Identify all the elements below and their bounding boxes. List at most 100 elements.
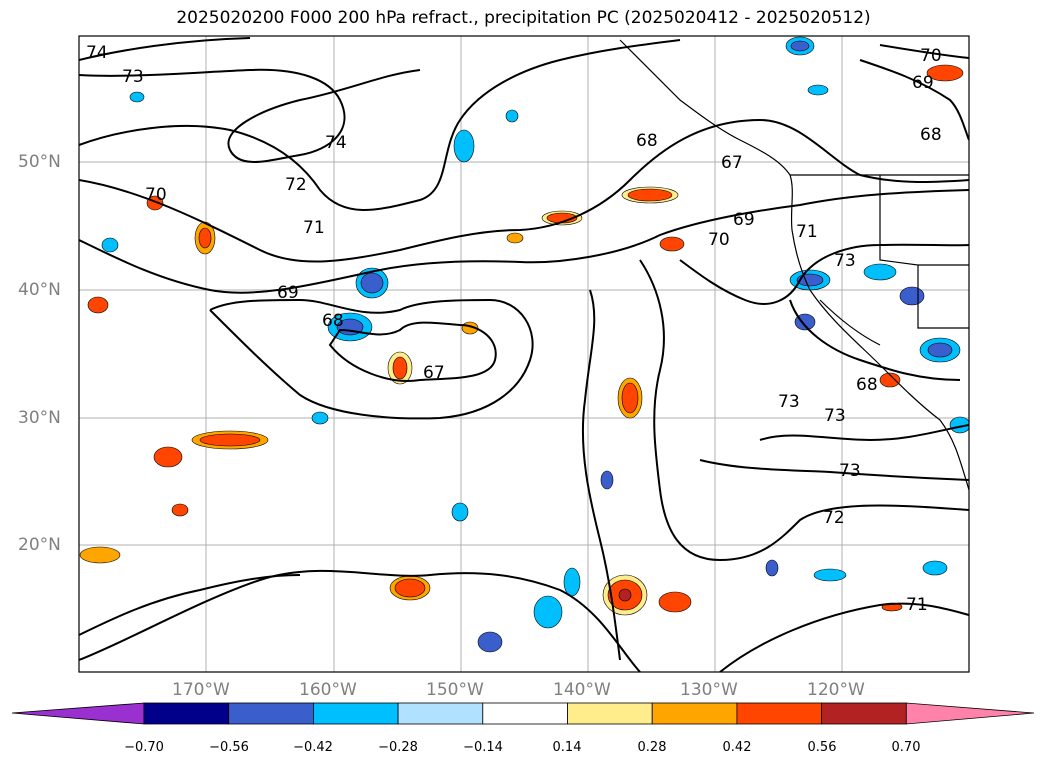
positive-anomaly	[199, 433, 261, 447]
positive-anomaly	[659, 236, 685, 252]
positive-anomaly	[627, 188, 673, 202]
colorbar-extend-high	[905, 702, 1035, 725]
contour-label: 74	[86, 43, 108, 63]
lat-tick-label: 50°N	[18, 152, 61, 172]
positive-anomaly	[171, 503, 189, 517]
negative-anomaly	[101, 237, 119, 253]
plot-area	[79, 36, 969, 672]
contour-label-group: 74 73 74 72 71 70 69 68 67 68 67 69 70 7…	[86, 43, 942, 615]
contour-label: 68	[636, 131, 658, 151]
contour-label: 70	[920, 46, 942, 66]
positive-anomaly	[621, 382, 639, 414]
contour-label: 70	[708, 230, 730, 250]
positive-anomaly	[392, 356, 408, 380]
negative-anomaly	[563, 567, 581, 597]
positive-anomaly	[87, 296, 109, 314]
contour-label: 73	[834, 251, 856, 271]
colorbar-tick-label: −0.42	[293, 740, 333, 755]
colorbar-tick-label: 0.70	[891, 740, 921, 755]
negative-anomaly	[899, 286, 925, 306]
negative-anomaly	[451, 502, 469, 522]
colorbar-tick-label: 0.28	[637, 740, 667, 755]
negative-anomaly	[949, 416, 969, 434]
contour-label: 67	[721, 153, 743, 173]
lon-tick-label: 160°W	[299, 680, 357, 700]
contour-label: 73	[778, 392, 800, 412]
contour-label: 68	[920, 125, 942, 145]
gridlines	[79, 36, 969, 672]
contour-label: 71	[796, 222, 818, 242]
colorbar-bin	[228, 702, 314, 725]
contour-label: 68	[322, 311, 344, 331]
colorbar-bin	[312, 702, 399, 725]
colorbar-bin	[143, 702, 230, 725]
colorbar-extend-low	[11, 702, 145, 725]
contour-label: 72	[285, 175, 307, 195]
lon-tick-label: 170°W	[172, 680, 230, 700]
colorbar-tick-label: −0.70	[124, 740, 164, 755]
coastline	[619, 39, 969, 491]
map-title: 2025020200 F000 200 hPa refract., precip…	[176, 8, 871, 28]
negative-anomaly	[813, 568, 847, 582]
positive-anomaly	[926, 64, 964, 82]
contour-label: 72	[823, 508, 845, 528]
colorbar-tick-label: −0.56	[209, 740, 249, 755]
colorbar-bin	[397, 702, 484, 725]
positive-anomaly	[658, 591, 692, 613]
negative-anomaly	[505, 109, 519, 123]
negative-anomaly	[922, 560, 948, 576]
lon-tick-label: 130°W	[680, 680, 738, 700]
colorbar-tick-label: 0.42	[722, 740, 752, 755]
colorbar-bin	[821, 702, 907, 725]
negative-anomaly	[863, 263, 897, 281]
positive-anomaly	[879, 372, 901, 388]
refractivity-contours	[79, 37, 969, 672]
colorbar-tick-label: 0.56	[807, 740, 837, 755]
contour-label: 69	[277, 283, 299, 303]
positive-anomaly	[153, 446, 183, 468]
colorbar-tick-label: 0.14	[552, 740, 582, 755]
positive-anomaly	[506, 232, 524, 244]
lat-tick-label: 30°N	[18, 408, 61, 428]
positive-anomaly	[394, 578, 426, 598]
positive-anomaly	[198, 227, 212, 249]
negative-anomaly	[927, 342, 953, 358]
contour-label: 74	[325, 133, 347, 153]
lon-tick-label: 150°W	[426, 680, 484, 700]
contour-label: 73	[839, 461, 861, 481]
contour-label: 69	[912, 73, 934, 93]
negative-anomaly	[533, 595, 563, 629]
contour-label: 71	[303, 218, 325, 238]
lat-tick-label: 20°N	[18, 535, 61, 555]
colorbar-tick-label: −0.14	[463, 740, 503, 755]
colorbar-bin	[482, 702, 568, 725]
contour-label: 73	[824, 406, 846, 426]
colorbar	[11, 702, 1035, 725]
lon-tick-label: 120°W	[807, 680, 865, 700]
contour-label: 68	[856, 375, 878, 395]
negative-anomaly	[765, 559, 779, 577]
positive-anomaly	[79, 546, 121, 564]
plot-frame	[78, 35, 970, 673]
contour-label: 71	[906, 595, 928, 615]
negative-anomaly	[807, 84, 829, 96]
negative-anomaly	[129, 91, 145, 103]
contour-label: 69	[733, 210, 755, 230]
contour-label: 70	[145, 185, 167, 205]
colorbar-tick-label: −0.28	[378, 740, 418, 755]
colorbar-bin	[736, 702, 823, 725]
negative-anomaly	[600, 470, 614, 490]
colorbar-bin	[651, 702, 738, 725]
negative-anomaly	[453, 129, 475, 163]
positive-anomaly	[618, 588, 632, 602]
contour-label: 67	[423, 363, 445, 383]
negative-anomaly	[311, 411, 329, 425]
precipitation-anomalies	[79, 36, 969, 653]
lon-tick-label: 140°W	[553, 680, 611, 700]
negative-anomaly	[360, 272, 384, 294]
negative-anomaly	[477, 631, 503, 653]
negative-anomaly	[790, 40, 810, 52]
colorbar-bin	[567, 702, 653, 725]
negative-anomaly	[796, 273, 824, 287]
